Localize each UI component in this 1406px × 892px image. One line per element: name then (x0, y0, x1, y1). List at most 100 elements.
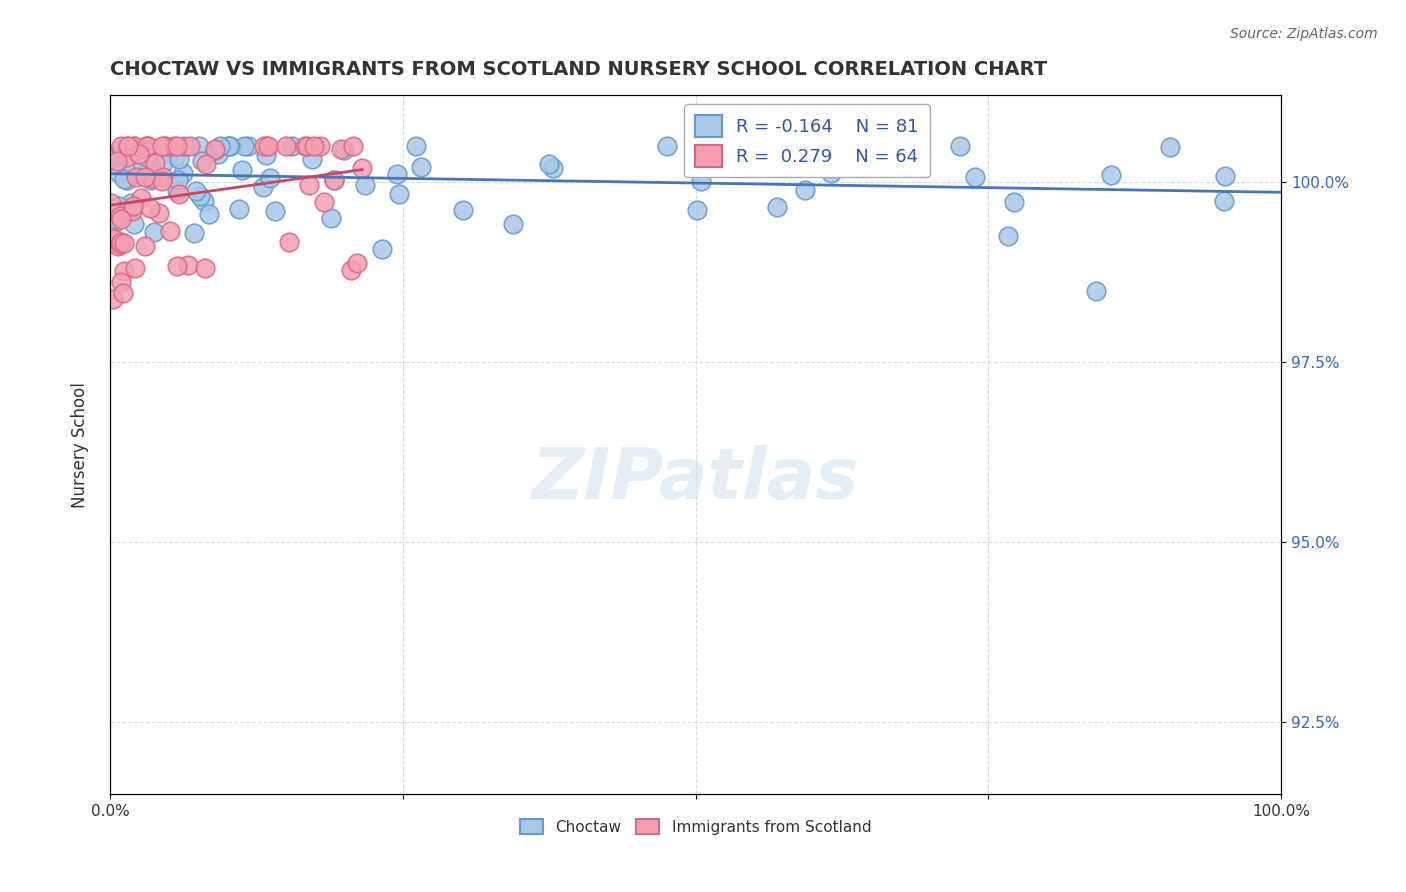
Point (197, 207, 219, 221)
Point (107, 239, 129, 253)
Point (451, 202, 474, 217)
Point (112, 264, 135, 278)
Point (218, 139, 240, 153)
Point (1213, 194, 1236, 209)
Point (1159, 140, 1181, 154)
Point (997, 229, 1019, 244)
Point (136, 139, 159, 153)
Point (1085, 285, 1108, 299)
Point (129, 191, 152, 205)
Point (195, 157, 218, 171)
Point (110, 139, 132, 153)
Point (302, 139, 325, 153)
Point (238, 139, 260, 153)
Point (110, 209, 132, 223)
Point (254, 147, 277, 161)
Point (1002, 194, 1025, 209)
Point (122, 217, 145, 231)
Point (411, 160, 433, 174)
Point (108, 237, 131, 252)
Point (159, 224, 181, 238)
Point (172, 166, 194, 180)
Point (128, 142, 150, 156)
Point (103, 215, 125, 229)
Point (110, 235, 132, 250)
Point (297, 139, 319, 153)
Point (110, 142, 132, 156)
Point (821, 139, 844, 153)
Point (100, 195, 122, 210)
Point (166, 139, 188, 153)
Point (105, 153, 128, 168)
Point (120, 196, 142, 211)
Point (173, 139, 195, 153)
Point (208, 139, 231, 153)
Point (117, 139, 139, 153)
Point (309, 139, 332, 153)
Point (204, 142, 226, 156)
Point (354, 178, 377, 192)
Point (323, 173, 346, 187)
Point (388, 187, 411, 202)
Point (740, 139, 762, 153)
Point (537, 157, 560, 171)
Point (136, 139, 159, 153)
Point (132, 159, 155, 173)
Point (152, 156, 174, 170)
Point (253, 139, 276, 153)
Point (152, 169, 174, 184)
Point (100, 230, 122, 244)
Point (163, 149, 186, 163)
Point (125, 170, 148, 185)
Point (131, 168, 153, 182)
Point (108, 199, 131, 213)
Point (101, 292, 124, 306)
Point (257, 139, 280, 153)
Point (193, 194, 215, 209)
Point (122, 199, 145, 213)
Point (217, 139, 239, 153)
Point (346, 256, 368, 270)
Point (139, 201, 162, 215)
Point (314, 194, 336, 209)
Point (301, 152, 323, 166)
Point (655, 139, 678, 153)
Y-axis label: Nursery School: Nursery School (72, 382, 89, 508)
Point (110, 212, 132, 227)
Point (207, 147, 229, 161)
Point (281, 139, 304, 153)
Point (793, 183, 815, 197)
Point (115, 150, 138, 164)
Point (231, 162, 253, 177)
Point (1099, 169, 1122, 183)
Point (150, 139, 173, 153)
Point (204, 143, 226, 157)
Point (136, 150, 159, 164)
Point (114, 171, 136, 186)
Point (323, 173, 346, 187)
Point (124, 139, 146, 153)
Point (183, 226, 205, 240)
Point (949, 139, 972, 153)
Point (132, 150, 155, 164)
Point (103, 231, 125, 245)
Point (350, 161, 373, 176)
Point (274, 139, 297, 153)
Point (107, 166, 129, 180)
Point (100, 227, 122, 242)
Point (689, 174, 711, 188)
Point (1213, 169, 1236, 183)
Point (188, 189, 211, 203)
Point (820, 166, 842, 180)
Point (502, 217, 524, 231)
Point (277, 235, 299, 250)
Point (333, 143, 356, 157)
Point (122, 139, 145, 153)
Point (256, 139, 278, 153)
Point (166, 173, 188, 187)
Point (128, 147, 150, 161)
Point (177, 258, 200, 272)
Point (117, 173, 139, 187)
Point (134, 239, 156, 253)
Point (112, 235, 135, 250)
